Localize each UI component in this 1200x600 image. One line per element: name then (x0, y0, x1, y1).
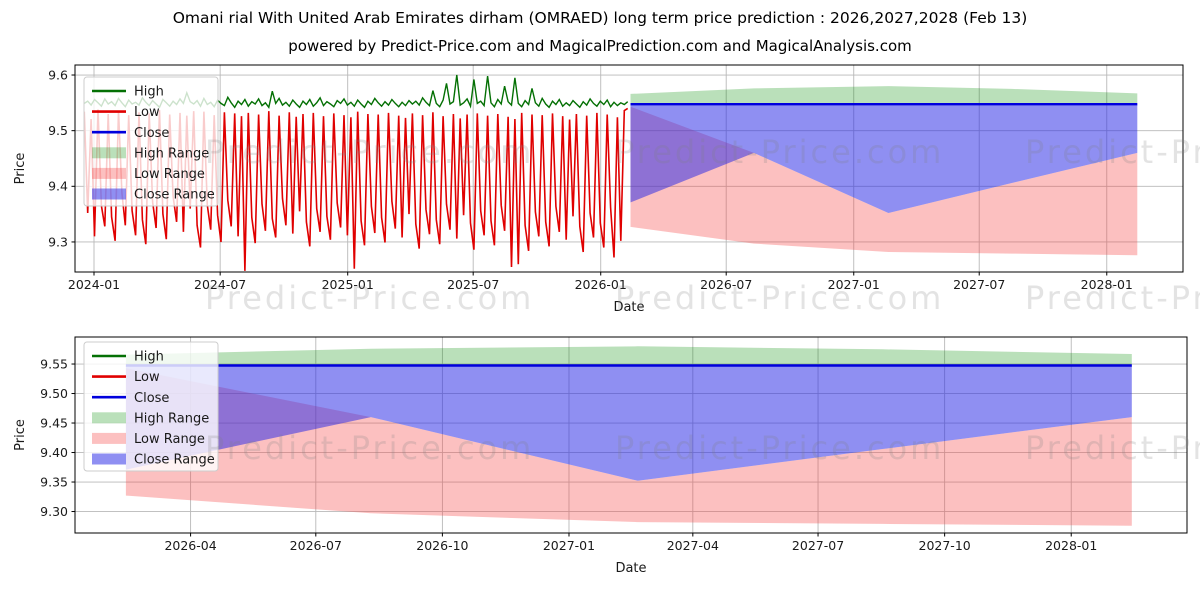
x-tick-label: 2027-01 (543, 538, 595, 553)
low-line (83, 107, 629, 271)
y-tick-label: 9.35 (40, 474, 68, 489)
legend-label: Low Range (134, 167, 205, 182)
x-tick-label: 2024-01 (68, 277, 120, 292)
legend-box (83, 76, 219, 207)
x-tick-label: 2027-04 (667, 538, 719, 553)
plot-border (74, 64, 1184, 273)
chart-title: Omani rial With United Arab Emirates dir… (172, 9, 1028, 27)
legend-swatch-close_range (92, 188, 126, 200)
legend-swatch-low_range (92, 167, 126, 179)
legend-label: Low Range (134, 432, 205, 447)
plot-border (74, 336, 1188, 534)
x-tick-label: 2026-01 (575, 277, 627, 292)
y-tick-label: 9.6 (48, 67, 68, 82)
y-tick-label: 9.40 (40, 445, 68, 460)
close-range-band (630, 104, 1138, 213)
y-tick-label: 9.3 (48, 234, 68, 249)
high-range-band (125, 346, 1132, 365)
chart-subtitle: powered by Predict-Price.com and Magical… (288, 37, 912, 55)
x-tick-label: 2025-07 (447, 277, 499, 292)
y-tick-label: 9.55 (40, 356, 68, 371)
legend-label: Close (134, 391, 169, 406)
low-range-band (125, 368, 1132, 526)
legend-swatch-high_range (92, 147, 126, 159)
x-tick-label: 2024-07 (194, 277, 246, 292)
y-tick-label: 9.30 (40, 504, 68, 519)
legend-swatch-close_range (92, 453, 126, 465)
legend-swatch-high_range (92, 412, 126, 424)
legend-label: Close Range (134, 453, 215, 468)
legend-label: High (134, 350, 164, 365)
legend-label: High (134, 85, 164, 100)
legend-label: Low (134, 105, 160, 120)
y-axis-label: Price (13, 153, 28, 185)
x-tick-label: 2025-01 (322, 277, 374, 292)
legend-label: High Range (134, 411, 209, 426)
y-axis-label: Price (13, 419, 28, 451)
x-tick-label: 2026-07 (290, 538, 342, 553)
bottom-chart: 2026-04 2026-07 2026-10 2027-01 2027-04 2027-… (13, 336, 1188, 576)
x-tick-label: 2026-10 (416, 538, 468, 553)
x-tick-label: 2027-07 (953, 277, 1005, 292)
close-range-band (125, 365, 1132, 481)
low-range-band (630, 106, 1138, 256)
high-range-band (630, 86, 1138, 104)
x-tick-label: 2027-10 (919, 538, 971, 553)
bottom-legend: High Low Close High Range Low Range Close Ran… (83, 341, 219, 472)
legend-label: High Range (134, 146, 209, 161)
legend-label: Close Range (134, 188, 215, 203)
y-tick-label: 9.50 (40, 386, 68, 401)
legend-box (83, 341, 219, 472)
x-tick-label: 2028-01 (1081, 277, 1133, 292)
x-axis-label: Date (613, 300, 644, 315)
y-tick-label: 9.45 (40, 415, 68, 430)
x-tick-label: 2027-01 (828, 277, 880, 292)
y-tick-label: 9.5 (48, 123, 68, 138)
top-chart: 2024-01 2024-07 2025-01 2025-07 2026-01 2026-… (13, 64, 1184, 315)
legend-label: Low (134, 370, 160, 385)
x-tick-label: 2026-04 (164, 538, 216, 553)
legend-swatch-low_range (92, 432, 126, 444)
top-legend: High Low Close High Range Low Range Close Ran… (83, 76, 219, 207)
y-tick-label: 9.4 (48, 179, 68, 194)
x-tick-label: 2028-01 (1045, 538, 1097, 553)
x-tick-label: 2026-07 (700, 277, 752, 292)
x-axis-label: Date (615, 561, 646, 576)
x-tick-label: 2027-07 (792, 538, 844, 553)
legend-label: Close (134, 126, 169, 141)
